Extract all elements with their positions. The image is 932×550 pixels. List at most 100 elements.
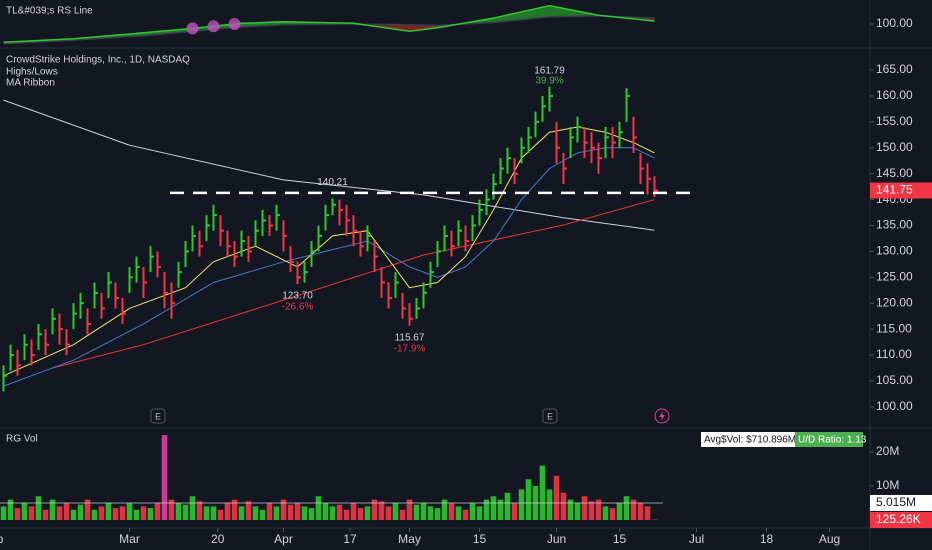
volume-bar: [147, 508, 154, 520]
volume-bar: [308, 508, 315, 520]
last-volume: 125.26K: [876, 512, 921, 526]
y-tick-label: 100.00: [876, 399, 913, 413]
volume-bar: [483, 499, 490, 520]
volume-bar: [273, 506, 280, 520]
svg-text:E: E: [155, 411, 161, 421]
earnings-icon[interactable]: E: [150, 408, 166, 424]
volume-bar: [217, 509, 224, 520]
y-tick-label: 10M: [876, 478, 899, 492]
x-tick-label: Jul: [689, 532, 704, 546]
earnings-icon[interactable]: E: [542, 408, 558, 424]
volume-bar: [126, 503, 133, 520]
indicator-name: Highs/Lows: [6, 67, 58, 78]
volume-bar: [616, 503, 623, 520]
volume-bar: [224, 503, 231, 520]
volume-bar: [7, 499, 14, 520]
x-tick-label: 15: [473, 532, 487, 546]
event-icon[interactable]: [654, 408, 670, 424]
volume-bar: [350, 503, 357, 520]
y-tick-label: 105.00: [876, 373, 913, 387]
volume-bar: [154, 503, 161, 520]
volume-bar: [595, 499, 602, 520]
volume-bar: [413, 504, 420, 520]
x-tick-label: 18: [760, 532, 774, 546]
volume-bar: [70, 509, 77, 520]
volume-bar: [49, 499, 56, 520]
y-tick-label: 150.00: [876, 140, 913, 154]
volume-bar: [245, 501, 252, 520]
y-tick-label: 125.00: [876, 269, 913, 283]
x-tick-label: 15: [613, 532, 627, 546]
volume-bar: [63, 503, 70, 520]
volume-bar: [0, 506, 7, 520]
change-label: -17.9%: [394, 343, 426, 354]
volume-bar: [266, 503, 273, 520]
volume-bar: [203, 506, 210, 520]
volume-bar: [357, 508, 364, 520]
volume-bar: [343, 509, 350, 520]
volume-bar: [588, 501, 595, 520]
avg-dollar-vol: Avg$Vol: $710.896M: [704, 435, 796, 446]
volume-bar: [294, 503, 301, 520]
last-volume-tag: [870, 512, 932, 528]
volume-bar: [189, 496, 196, 520]
extreme-label: 115.67: [395, 332, 425, 343]
volume-bar: [133, 509, 140, 520]
x-tick-label: Feb: [0, 532, 4, 546]
volume-bar: [84, 499, 91, 520]
volume-bar: [210, 506, 217, 520]
volume-bar: [385, 506, 392, 520]
volume-bar: [175, 503, 182, 520]
volume-bar: [119, 506, 126, 520]
rs-highlight: [228, 18, 241, 30]
volume-bar: [56, 506, 63, 520]
volume-bar: [504, 492, 511, 520]
ud-box: [795, 432, 863, 447]
y-tick-label: 165.00: [876, 62, 913, 76]
volume-bar: [28, 506, 35, 520]
volume-bar: [392, 503, 399, 520]
volume-bar: [560, 492, 567, 520]
y-tick-label: 135.00: [876, 218, 913, 232]
volume-bar: [329, 506, 336, 520]
volume-bar: [630, 499, 637, 520]
volume-bar: [315, 496, 322, 520]
volume-bar: [280, 499, 287, 520]
svg-text:E: E: [547, 411, 553, 421]
volume-bar: [574, 503, 581, 520]
volume-bar: [553, 475, 560, 520]
volume-bar: [42, 509, 49, 520]
volume-bar: [462, 509, 469, 520]
volume-bar: [161, 435, 168, 520]
moving-average: [3, 99, 655, 231]
volume-bar: [98, 506, 105, 520]
y-tick-label: 115.00: [876, 321, 912, 335]
volume-bar: [378, 501, 385, 520]
rs-highlight: [207, 20, 220, 33]
y-tick-label: 160.00: [876, 88, 913, 102]
volume-bar: [427, 506, 434, 520]
volume-bar: [602, 506, 609, 520]
change-label: -26.6%: [282, 302, 314, 313]
volume-bar: [196, 501, 203, 520]
x-tick-label: Mar: [119, 532, 140, 546]
volume-bar: [336, 504, 343, 520]
rs-ma: [3, 15, 655, 45]
volume-bar: [406, 499, 413, 520]
volume-bar: [238, 506, 245, 520]
volume-bar: [168, 499, 175, 520]
volume-bar: [546, 489, 553, 520]
x-tick-label: May: [398, 532, 421, 546]
extreme-label: 140.21: [317, 177, 348, 188]
volume-bar: [259, 509, 266, 520]
x-tick-label: Jun: [547, 532, 566, 546]
volume-bar: [490, 496, 497, 520]
volume-bar: [371, 499, 378, 520]
avg-tag: [870, 494, 932, 511]
chart-title: CrowdStrike Holdings, Inc., 1D, NASDAQ: [6, 55, 190, 66]
volume-bar: [518, 489, 525, 520]
x-tick-label: Aug: [819, 532, 840, 546]
volume-bar: [322, 503, 329, 520]
volume-bar: [609, 508, 616, 520]
